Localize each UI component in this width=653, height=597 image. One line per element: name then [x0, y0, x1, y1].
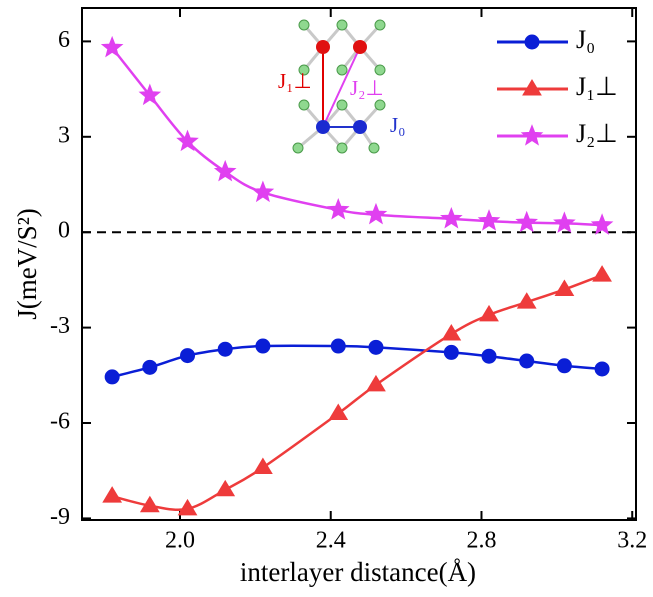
marker	[104, 369, 120, 385]
marker	[330, 338, 346, 354]
marker	[515, 210, 539, 233]
marker	[213, 159, 237, 182]
x-tick-label: 3.2	[617, 528, 647, 554]
marker	[326, 198, 350, 220]
marker	[440, 206, 463, 229]
marker	[180, 348, 196, 364]
inset-label: J₀	[390, 113, 406, 137]
y-tick-label: -6	[50, 409, 70, 435]
series-line	[111, 273, 603, 512]
marker	[520, 124, 544, 146]
marker	[176, 129, 199, 152]
marker	[519, 353, 535, 369]
marker	[481, 348, 497, 364]
y-tick-label: 0	[58, 218, 70, 244]
legend-label: J₂⊥	[576, 119, 618, 148]
marker	[590, 213, 614, 235]
marker	[142, 359, 158, 375]
marker	[328, 403, 349, 420]
x-tick-label: 2.0	[165, 528, 195, 554]
marker	[255, 338, 271, 354]
marker	[477, 209, 501, 231]
marker	[592, 265, 612, 282]
marker	[594, 361, 610, 377]
x-axis-label: interlayer distance(Å)	[240, 557, 476, 587]
marker	[441, 323, 462, 341]
y-tick-label: 3	[58, 122, 70, 148]
marker	[177, 498, 198, 516]
plot-frame	[81, 7, 637, 521]
y-tick-label: -9	[50, 504, 70, 530]
marker	[443, 344, 459, 360]
marker	[479, 304, 499, 322]
marker	[253, 457, 273, 475]
marker	[217, 341, 233, 357]
marker	[553, 211, 576, 233]
marker	[522, 79, 542, 96]
marker	[100, 35, 124, 58]
x-tick-label: 2.4	[316, 528, 346, 554]
marker	[251, 180, 275, 203]
inset-label: J₁⊥	[278, 69, 312, 93]
y-tick-label: 6	[58, 27, 70, 53]
marker	[138, 83, 162, 106]
y-axis-label: J(meV/S²)	[12, 208, 42, 320]
legend-label: J₁⊥	[576, 72, 618, 101]
marker	[554, 279, 575, 296]
marker	[516, 292, 537, 309]
structure-inset: J₁⊥ J₂⊥ J₀	[278, 19, 406, 154]
x-tick-label: 2.8	[466, 528, 496, 554]
inset-label: J₂⊥	[350, 76, 384, 100]
marker	[368, 339, 384, 355]
marker	[556, 358, 572, 374]
marker	[102, 486, 123, 503]
y-tick-label: -3	[50, 313, 70, 339]
marker	[215, 479, 236, 497]
marker	[139, 495, 160, 513]
marker	[366, 374, 386, 392]
marker	[364, 202, 388, 225]
legend-label: J₀	[576, 25, 595, 54]
marker	[524, 34, 540, 50]
